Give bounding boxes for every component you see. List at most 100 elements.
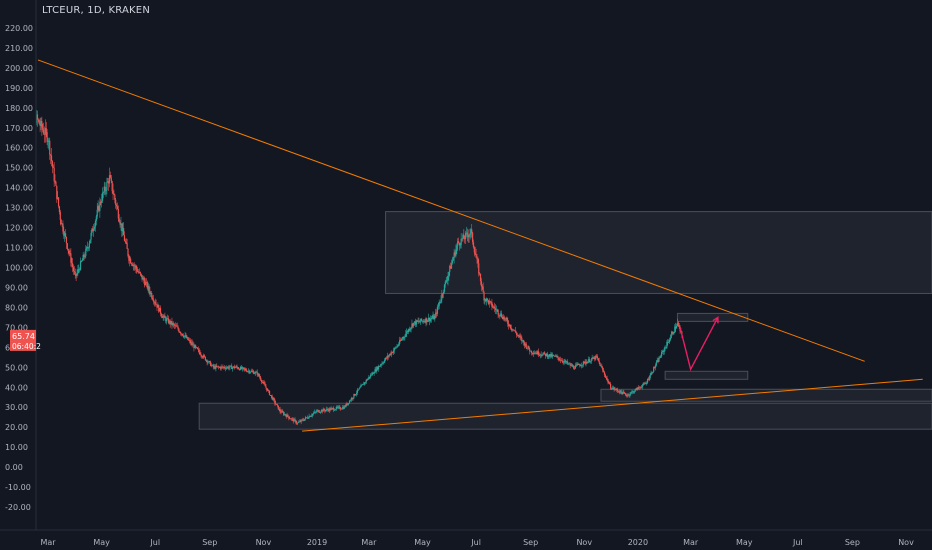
candle-body: [343, 406, 345, 409]
candle-body: [463, 234, 465, 239]
candle-body: [330, 408, 332, 411]
candle-body: [192, 344, 194, 346]
candle-body: [356, 389, 359, 393]
candle-body: [326, 408, 329, 410]
candle-body: [334, 409, 337, 411]
candle-body: [595, 355, 598, 357]
candle-body: [495, 309, 497, 311]
candle-body: [270, 395, 272, 397]
candle-body: [377, 366, 380, 370]
candle-body: [387, 355, 389, 357]
candle-body: [92, 228, 94, 232]
candle-body: [404, 336, 406, 338]
x-tick-label: Jul: [792, 538, 803, 547]
candle-body: [425, 318, 427, 323]
last-price-label: 65.74: [12, 332, 35, 341]
candle-body: [304, 417, 307, 419]
candle-body: [236, 366, 238, 368]
candle-body: [362, 383, 365, 385]
candle-body: [651, 372, 653, 374]
candle-body: [253, 373, 256, 375]
last-price-badge: [10, 329, 36, 351]
candle-body: [377, 367, 379, 370]
candle-body: [130, 258, 132, 264]
candle-body: [107, 181, 109, 182]
candle-body: [315, 411, 317, 413]
candle-body: [612, 387, 614, 389]
candle-body: [90, 233, 92, 240]
candle-body: [146, 282, 148, 289]
candle-body: [217, 366, 220, 368]
candle-body: [602, 367, 604, 371]
candle-body: [442, 291, 445, 294]
candle-body: [153, 301, 155, 303]
candle-body: [493, 306, 495, 308]
candle-body: [552, 355, 555, 356]
y-axis[interactable]: 220.00 210.00 200.00 190.00 180.00 170.00 160.…: [5, 0, 37, 530]
candle-body: [173, 323, 175, 325]
candle-body: [312, 413, 314, 416]
candle-body: [420, 318, 422, 322]
candle-body: [193, 344, 195, 349]
candle-body: [485, 299, 487, 302]
candle-body: [337, 406, 339, 408]
candle-body: [150, 293, 152, 294]
candle-body: [661, 351, 664, 353]
y-tick-label: 110.00: [5, 244, 33, 253]
candle-body: [57, 197, 59, 199]
candle-body: [445, 281, 447, 282]
candle-body: [435, 312, 438, 314]
candle-body: [355, 392, 358, 395]
candle-body: [130, 263, 133, 265]
candle-body: [488, 301, 490, 304]
candle-body: [327, 409, 330, 411]
candle-body: [319, 411, 322, 413]
candle-body: [590, 359, 592, 362]
candle-body: [541, 355, 543, 356]
candle-body: [543, 352, 545, 354]
candle-body: [655, 362, 657, 366]
candle-body: [233, 366, 235, 369]
candle-body: [60, 219, 62, 225]
candle-body: [422, 320, 424, 322]
candle-body: [631, 391, 633, 393]
candle-body: [557, 356, 559, 358]
candle-body: [359, 387, 361, 389]
y-tick-label: 220.00: [5, 24, 33, 33]
candle-body: [58, 206, 61, 213]
candle-body: [547, 356, 549, 358]
candle-body: [261, 380, 263, 383]
candle-body: [370, 374, 373, 376]
candle-body: [391, 352, 393, 355]
candle-body: [159, 307, 162, 314]
candle-body: [99, 201, 101, 211]
candle-body: [280, 411, 282, 413]
candle-body: [137, 271, 139, 273]
candle-body: [379, 365, 381, 367]
candle-body: [131, 264, 133, 266]
y-tick-label: 190.00: [5, 84, 33, 93]
candle-body: [676, 322, 679, 327]
candle-body: [272, 398, 274, 400]
candle-body: [80, 261, 83, 262]
candle-body: [474, 252, 476, 255]
candle-body: [237, 367, 239, 369]
candle-body: [621, 392, 623, 395]
candle-body: [148, 286, 150, 291]
zone-rect: [676, 312, 749, 322]
candle-body: [300, 419, 302, 422]
candle-body: [265, 386, 267, 388]
candle-body: [171, 321, 173, 325]
x-axis[interactable]: Mar May Jul Sep Nov 2019 Mar May Jul Sep Nov 2020 Ma…: [0, 529, 932, 547]
candle-body: [258, 373, 260, 377]
candle-body: [240, 366, 243, 369]
candle-body: [640, 387, 642, 389]
candle-body: [313, 411, 315, 414]
candle-body: [627, 394, 629, 396]
candle-body: [504, 318, 506, 320]
candle-body: [287, 414, 289, 417]
candle-body: [165, 317, 167, 322]
candle-body: [450, 266, 452, 269]
candle-body: [551, 354, 553, 357]
